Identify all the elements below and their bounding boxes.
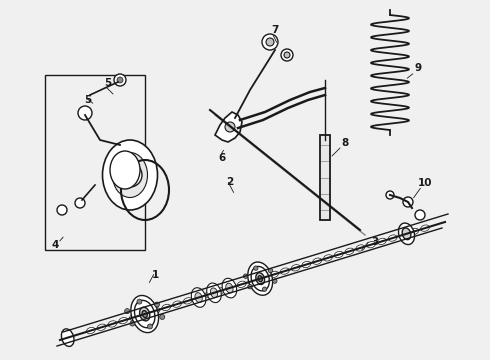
Circle shape (262, 34, 278, 50)
Circle shape (248, 284, 252, 289)
Ellipse shape (323, 255, 332, 261)
Ellipse shape (251, 266, 270, 291)
Ellipse shape (195, 293, 202, 302)
Ellipse shape (226, 283, 233, 293)
Ellipse shape (162, 304, 171, 311)
Circle shape (225, 122, 235, 132)
Ellipse shape (248, 262, 272, 295)
Ellipse shape (256, 273, 265, 284)
Circle shape (147, 324, 152, 329)
Ellipse shape (194, 294, 203, 301)
Circle shape (268, 269, 272, 273)
Circle shape (386, 191, 394, 199)
Ellipse shape (402, 228, 411, 240)
Ellipse shape (334, 251, 343, 258)
Ellipse shape (61, 329, 74, 346)
Circle shape (124, 309, 130, 314)
Bar (45, 75, 145, 250)
Ellipse shape (291, 265, 300, 271)
Circle shape (130, 321, 135, 326)
Circle shape (284, 52, 290, 58)
Ellipse shape (388, 235, 397, 241)
Text: 5: 5 (104, 78, 112, 88)
Circle shape (154, 302, 159, 307)
Ellipse shape (102, 140, 157, 210)
Text: 6: 6 (219, 153, 225, 163)
Ellipse shape (191, 288, 206, 307)
Ellipse shape (172, 301, 181, 307)
Ellipse shape (140, 307, 150, 321)
Ellipse shape (207, 283, 221, 302)
Circle shape (114, 74, 126, 86)
Text: 5: 5 (84, 95, 92, 105)
Ellipse shape (420, 225, 429, 231)
Ellipse shape (131, 296, 159, 333)
Ellipse shape (205, 291, 214, 297)
Text: 1: 1 (151, 270, 159, 280)
Ellipse shape (210, 288, 218, 298)
Circle shape (254, 266, 258, 270)
Ellipse shape (270, 271, 278, 278)
Ellipse shape (280, 268, 289, 274)
Ellipse shape (183, 298, 192, 304)
Text: 4: 4 (51, 240, 59, 250)
Ellipse shape (356, 245, 365, 251)
Ellipse shape (367, 242, 375, 248)
Ellipse shape (237, 281, 246, 288)
Text: 10: 10 (418, 178, 432, 188)
Circle shape (78, 106, 92, 120)
Bar (320, 135, 330, 220)
Ellipse shape (110, 151, 140, 189)
Ellipse shape (313, 258, 321, 264)
Circle shape (118, 163, 142, 187)
Ellipse shape (248, 278, 257, 284)
Ellipse shape (119, 318, 127, 324)
Circle shape (57, 205, 67, 215)
Circle shape (117, 77, 123, 83)
Text: 9: 9 (415, 63, 421, 73)
Ellipse shape (142, 311, 147, 318)
Ellipse shape (151, 307, 160, 314)
Ellipse shape (345, 248, 354, 255)
Ellipse shape (129, 314, 138, 320)
Circle shape (415, 210, 425, 220)
Circle shape (137, 299, 142, 304)
Ellipse shape (410, 228, 418, 235)
Text: 3: 3 (371, 237, 379, 247)
Ellipse shape (86, 327, 95, 334)
Ellipse shape (222, 278, 237, 298)
Ellipse shape (226, 284, 235, 291)
Ellipse shape (259, 275, 268, 281)
Ellipse shape (398, 223, 415, 244)
Circle shape (281, 49, 293, 61)
Polygon shape (215, 112, 242, 142)
Ellipse shape (97, 324, 106, 330)
Ellipse shape (377, 238, 386, 244)
Text: 7: 7 (271, 25, 279, 35)
Ellipse shape (258, 276, 262, 282)
Circle shape (263, 287, 267, 291)
Text: 2: 2 (226, 177, 234, 187)
Ellipse shape (113, 153, 147, 198)
Ellipse shape (140, 311, 149, 317)
Ellipse shape (108, 321, 117, 327)
Circle shape (244, 274, 248, 278)
Ellipse shape (399, 231, 408, 238)
Ellipse shape (302, 261, 311, 267)
Text: 8: 8 (342, 138, 348, 148)
Circle shape (403, 197, 413, 207)
Circle shape (160, 314, 165, 319)
Ellipse shape (216, 288, 224, 294)
Ellipse shape (134, 300, 155, 328)
Circle shape (75, 198, 85, 208)
Circle shape (272, 279, 277, 283)
Circle shape (266, 38, 274, 46)
